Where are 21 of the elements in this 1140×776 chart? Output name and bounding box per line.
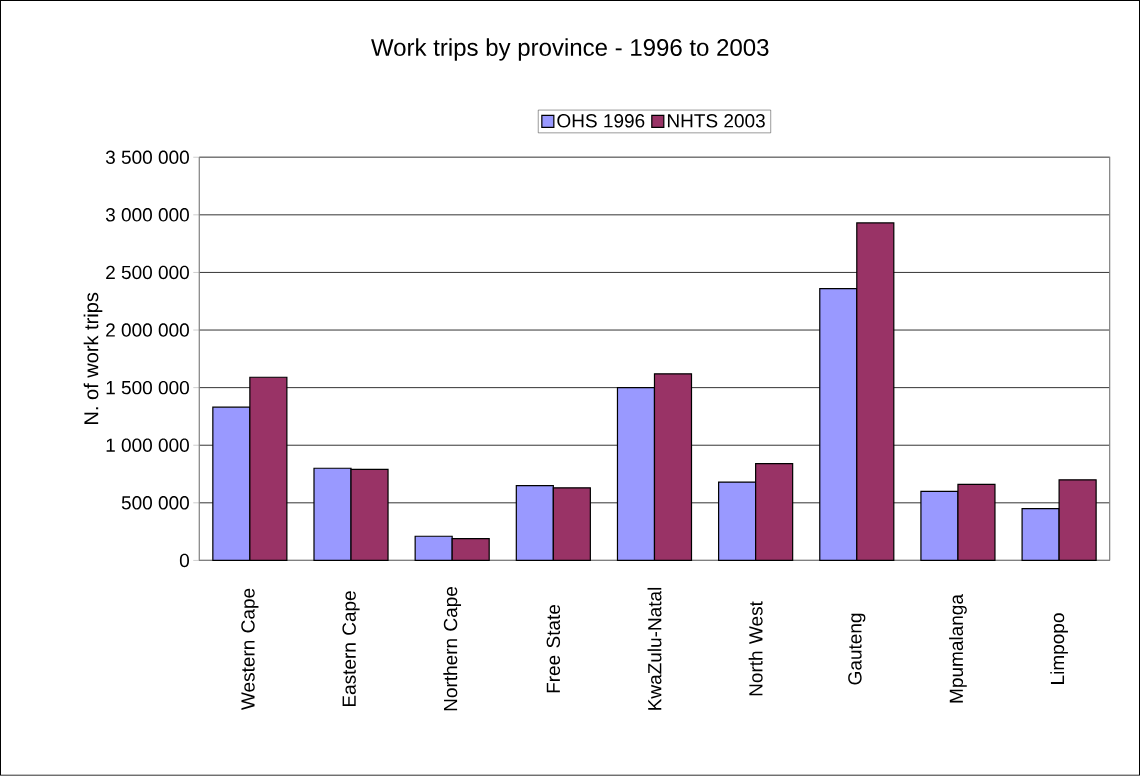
y-tick-label: 2 500 000 <box>106 265 189 280</box>
chart-title: Work trips by province - 1996 to 2003 <box>371 38 769 61</box>
y-tick-label: 1 500 000 <box>106 380 189 395</box>
y-tick-label: 0 <box>179 553 189 568</box>
y-axis-title: N. of work trips <box>83 292 103 424</box>
x-tick-label: Free State <box>546 605 561 693</box>
y-tick-label: 2 000 000 <box>106 323 189 337</box>
y-tick-label: 500 000 <box>121 496 189 510</box>
x-tick-label: North West <box>748 601 763 696</box>
legend-label: NHTS 2003 <box>667 114 765 128</box>
legend-label: OHS 1996 <box>557 114 645 128</box>
y-tick-label: 3 000 000 <box>105 208 189 222</box>
x-tick-label: Eastern Cape <box>342 591 360 707</box>
x-tick-label: Western Cape <box>241 588 259 711</box>
x-tick-label: Northern Cape <box>443 587 462 711</box>
x-tick-label: KwaZulu-Natal <box>647 588 662 710</box>
x-tick-label: Limpopo <box>1050 613 1068 684</box>
y-tick-label: 1 000 000 <box>106 438 189 453</box>
x-tick-label: Gauteng <box>848 613 866 685</box>
y-tick-label: 3 500 000 <box>105 150 189 165</box>
x-tick-label: Mpumalanga <box>949 594 967 703</box>
